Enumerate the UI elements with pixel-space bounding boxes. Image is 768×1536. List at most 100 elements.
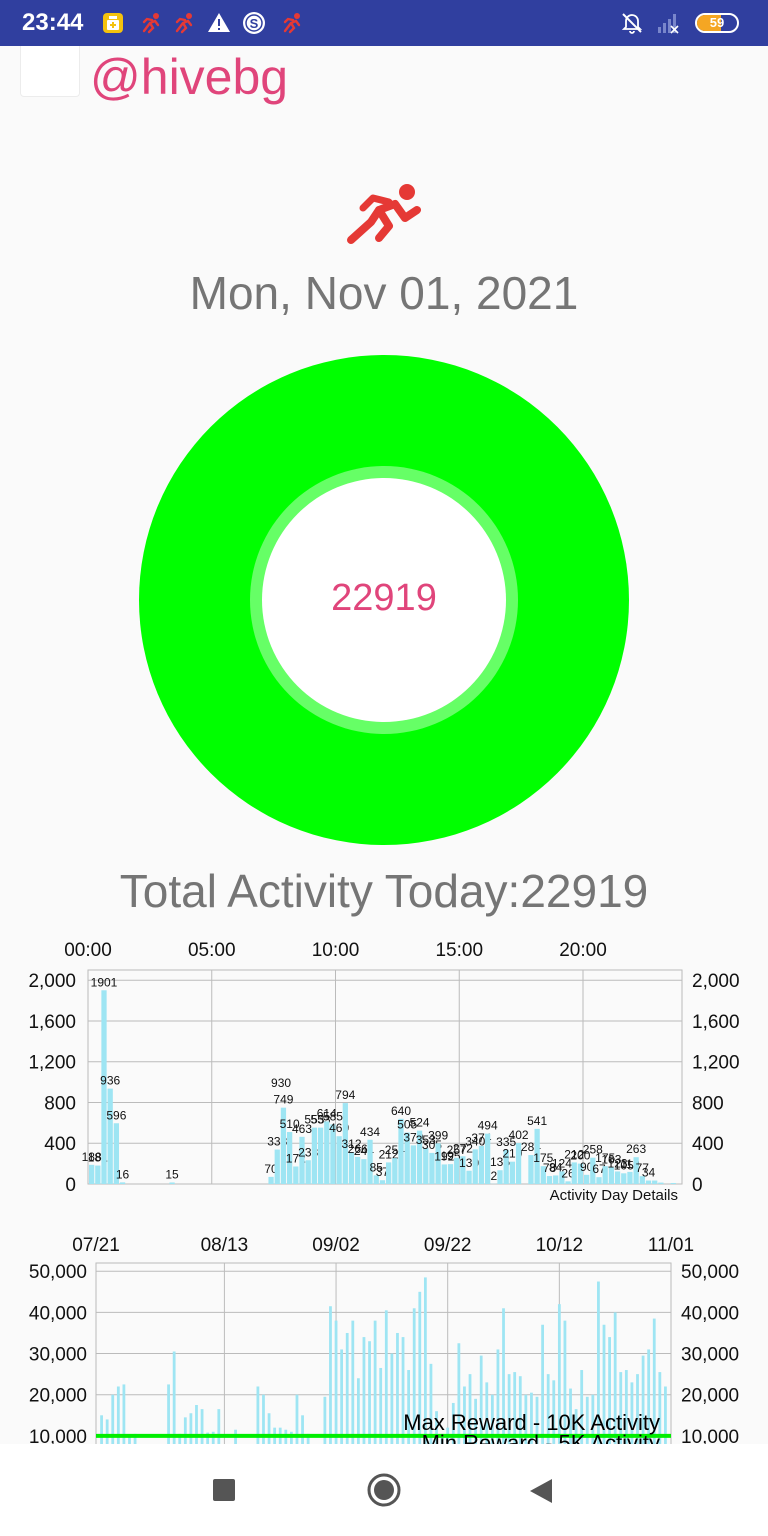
bar	[116, 1386, 120, 1444]
bar	[217, 1409, 221, 1444]
bar-value-label: 749	[273, 1093, 293, 1107]
bar	[457, 1343, 461, 1444]
y-tick-label-left: 50,000	[29, 1262, 87, 1283]
bar-value-label: 614	[317, 1106, 337, 1120]
bar-value-label: 16	[116, 1167, 130, 1181]
bar	[503, 1149, 509, 1184]
bar	[113, 1123, 120, 1184]
bar	[342, 1103, 348, 1184]
bar-value-label: 340	[465, 1134, 485, 1148]
bar	[293, 1166, 299, 1184]
bar	[423, 1148, 429, 1184]
bar	[379, 1367, 383, 1444]
bar	[496, 1349, 500, 1444]
bar	[133, 1433, 137, 1444]
bar	[664, 1386, 667, 1444]
bar-value-label: 124	[552, 1156, 572, 1170]
home-button[interactable]	[366, 1472, 402, 1508]
bar	[460, 1156, 466, 1184]
bar	[435, 1143, 441, 1184]
bar	[463, 1386, 466, 1444]
bar	[373, 1175, 379, 1184]
x-tick-label: 10:00	[312, 940, 360, 961]
y-tick-label-right: 2,000	[692, 971, 740, 992]
bar-value-label: 34	[642, 1166, 656, 1180]
bar	[602, 1324, 606, 1444]
x-tick-label: 15:00	[435, 940, 483, 961]
status-bar: 23:44 S 59	[0, 0, 768, 46]
bar	[211, 1431, 215, 1444]
bar-value-label: 175	[533, 1151, 553, 1165]
y-tick-label-left: 1,600	[28, 1012, 76, 1033]
bar	[441, 1164, 447, 1184]
bar	[652, 1318, 656, 1444]
bar	[621, 1173, 627, 1184]
limit-line-label: Min Reward - 5K Activity	[422, 1430, 660, 1444]
navigation-bar	[0, 1444, 768, 1536]
bar	[569, 1388, 572, 1444]
x-tick-label: 10/12	[536, 1235, 584, 1256]
svg-text:S: S	[250, 16, 259, 31]
bar	[172, 1351, 176, 1444]
battery-level: 59	[709, 15, 725, 30]
bar	[356, 1378, 360, 1444]
mute-icon	[621, 13, 643, 34]
bar-value-label: 930	[271, 1076, 291, 1090]
bar-value-label: 258	[583, 1143, 603, 1157]
x-tick-label: 20:00	[559, 940, 607, 961]
bar	[507, 1374, 511, 1444]
back-button[interactable]	[528, 1477, 554, 1505]
bar	[509, 1161, 516, 1184]
limit-line-label: Max Reward - 10K Activity	[403, 1410, 660, 1435]
bar	[670, 1182, 676, 1184]
recents-button[interactable]	[212, 1478, 236, 1502]
bar	[386, 1162, 392, 1184]
y-tick-label-right: 40,000	[681, 1303, 739, 1324]
bar	[528, 1155, 534, 1184]
bar	[398, 1118, 404, 1184]
bar	[167, 1384, 170, 1444]
bar	[440, 1433, 444, 1444]
y-tick-label-left: 20,000	[29, 1386, 87, 1407]
bar	[636, 1374, 639, 1444]
bar	[373, 1320, 377, 1444]
bar	[324, 1121, 330, 1184]
bar	[478, 1145, 485, 1184]
battery-icon: 59	[695, 13, 739, 33]
y-tick-label-left: 30,000	[29, 1345, 87, 1366]
bar	[323, 1396, 327, 1444]
bar-value-label: 524	[410, 1116, 430, 1130]
bar	[122, 1384, 126, 1444]
bar-value-label: 188	[82, 1150, 102, 1164]
bar	[485, 1382, 489, 1444]
bar-value-label: 494	[478, 1119, 498, 1133]
username: @hivebg	[90, 49, 289, 105]
bar	[658, 1182, 664, 1184]
bar	[195, 1405, 198, 1444]
bar-value-label: 85	[370, 1160, 384, 1174]
y-tick-label-left: 0	[65, 1175, 76, 1196]
y-tick-label-right: 10,000	[681, 1427, 739, 1444]
runner-icon	[283, 13, 301, 34]
bar	[274, 1149, 280, 1184]
bar	[596, 1177, 602, 1184]
y-tick-label-right: 0	[692, 1175, 703, 1196]
bar	[334, 1320, 338, 1444]
bar	[379, 1180, 386, 1184]
avatar[interactable]	[20, 46, 80, 97]
y-tick-label-left: 1,200	[28, 1053, 76, 1074]
bar	[416, 1130, 423, 1184]
bar	[497, 1170, 503, 1184]
bar	[614, 1171, 621, 1184]
x-tick-label: 05:00	[188, 940, 236, 961]
bar	[546, 1374, 550, 1444]
bar-value-label: 266	[348, 1142, 368, 1156]
bar	[559, 1171, 565, 1184]
y-tick-label-left: 2,000	[28, 971, 76, 992]
bar	[641, 1355, 645, 1444]
bar-value-label: 200	[570, 1149, 590, 1163]
bar	[410, 1145, 417, 1184]
bar	[119, 1182, 126, 1184]
bar	[639, 1176, 645, 1184]
bar-value-label: 936	[100, 1074, 120, 1088]
